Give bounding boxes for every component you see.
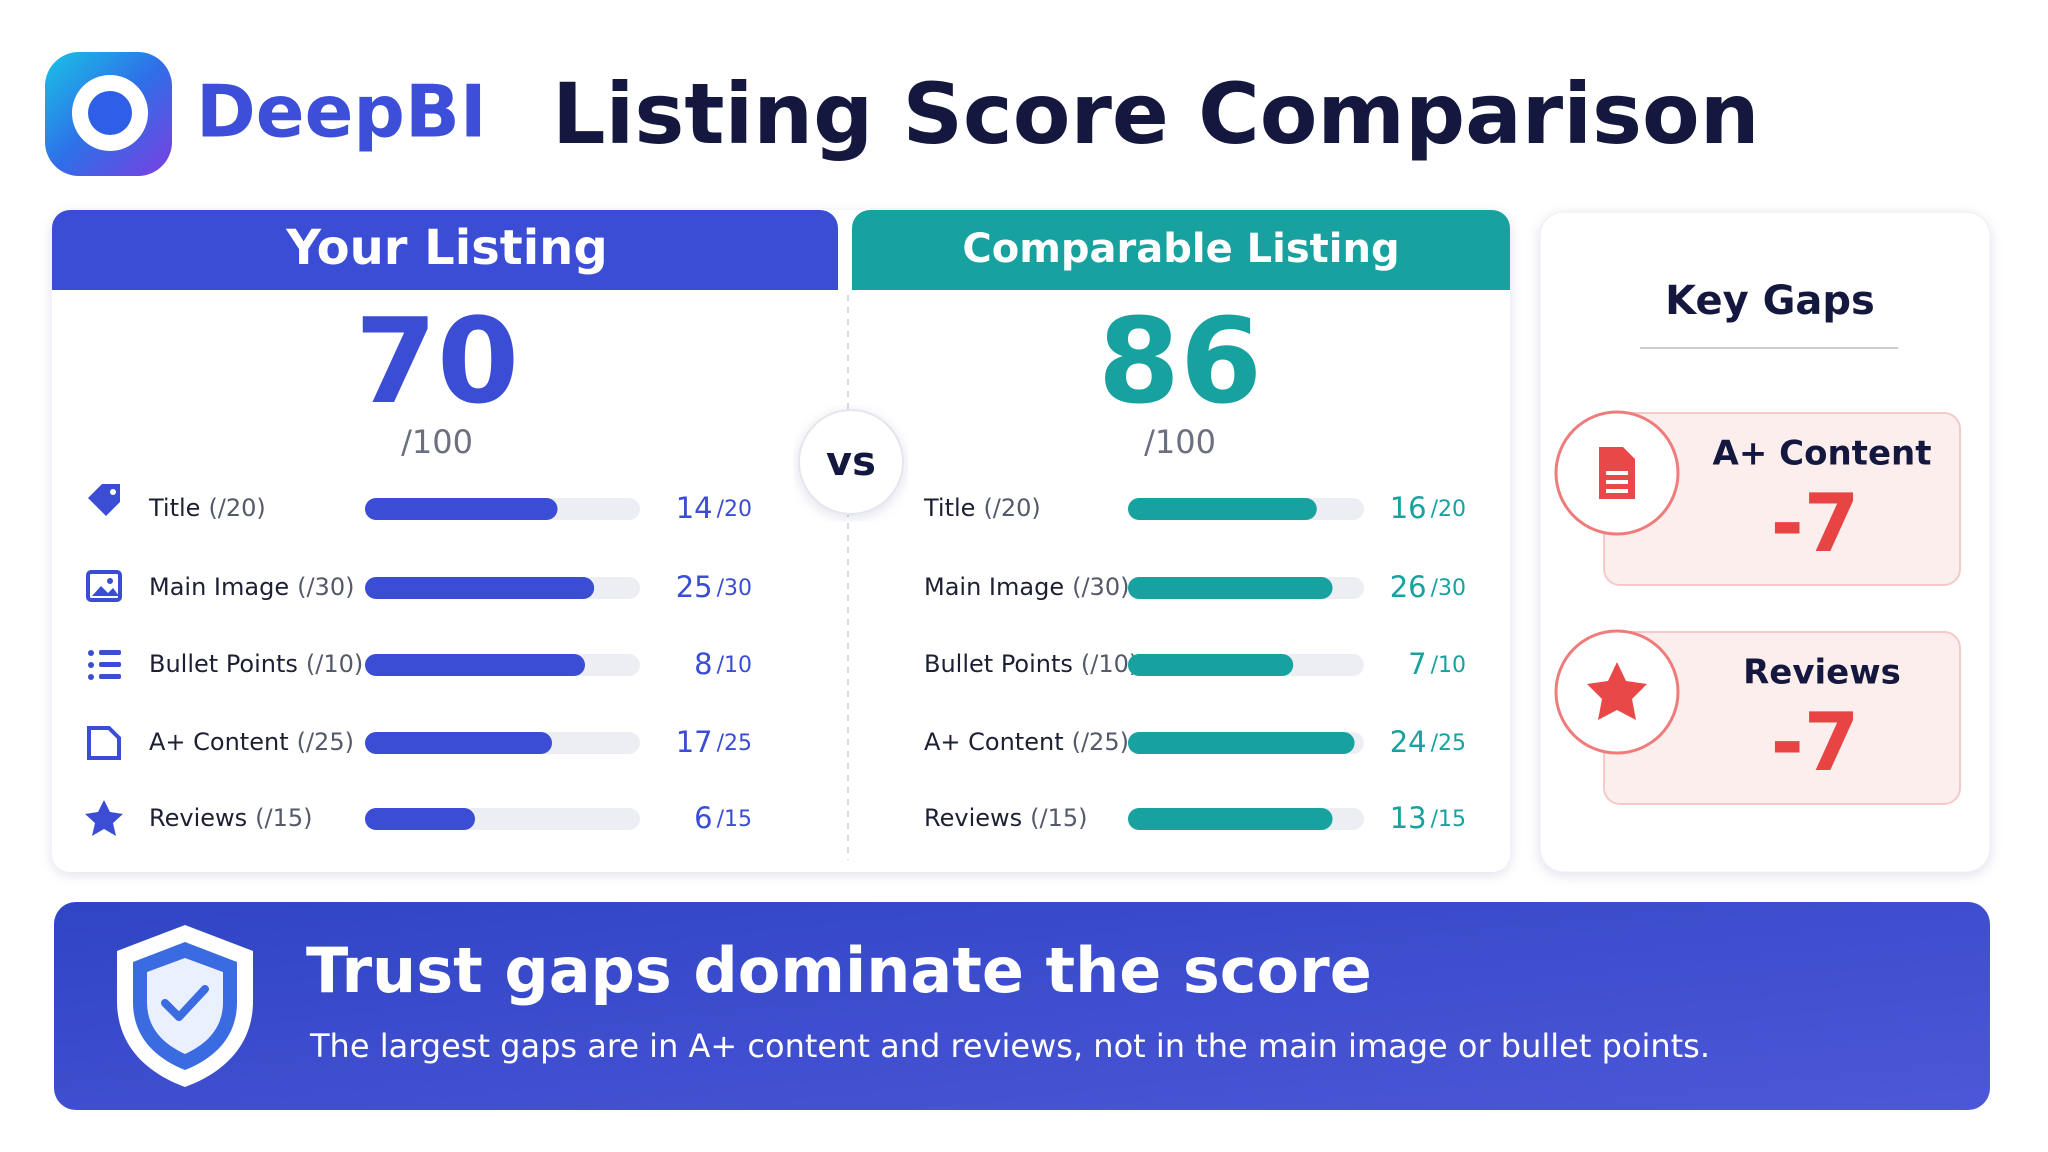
row-score-max: /15 — [1431, 807, 1466, 832]
row-score: 14 — [676, 491, 713, 525]
row-icons — [85, 484, 123, 836]
row-name: Reviews — [149, 804, 247, 832]
row-label: A+ Content (/25) — [924, 728, 1129, 756]
bar — [1128, 732, 1355, 754]
gap-value: -7 — [1771, 477, 1860, 570]
score-max: /100 — [1144, 423, 1216, 461]
row-label: Reviews (/15) — [924, 804, 1088, 832]
gap-label: Reviews — [1743, 653, 1901, 693]
row-value: 7/10 — [1408, 647, 1466, 681]
row-max: (/15) — [255, 804, 312, 832]
vs-label: vs — [826, 439, 876, 485]
left-header — [52, 210, 838, 290]
row-label: Title (/20) — [923, 494, 1041, 522]
row-name: Title — [923, 494, 975, 522]
gap-icon — [1587, 662, 1647, 720]
row-value: 24/25 — [1390, 725, 1466, 759]
brand: DeepBI — [196, 70, 487, 154]
row-name: Title — [148, 494, 200, 522]
row-score-max: /30 — [1431, 576, 1466, 601]
row-name: Bullet Points — [149, 650, 298, 678]
score-max: /100 — [401, 423, 473, 461]
row-score-max: /20 — [717, 497, 752, 522]
row-max: (/25) — [297, 728, 354, 756]
row-name: Main Image — [924, 573, 1064, 601]
row-name: A+ Content — [149, 728, 289, 756]
right-header — [852, 210, 1510, 290]
title: Listing Score Comparison — [552, 65, 1760, 163]
bar — [365, 654, 585, 676]
banner-title: Trust gaps dominate the score — [306, 934, 1372, 1007]
row-max: (/10) — [306, 650, 363, 678]
logo — [45, 52, 172, 176]
panel-heading: Comparable Listing — [962, 226, 1399, 272]
row-value: 25/30 — [676, 570, 752, 604]
key-gaps-title: Key Gaps — [1665, 278, 1875, 324]
row-score: 6 — [694, 801, 712, 835]
bar — [1128, 577, 1333, 599]
bar — [1128, 498, 1317, 520]
row-score: 8 — [694, 647, 712, 681]
gap-value: -7 — [1771, 696, 1860, 789]
row-name: Bullet Points — [924, 650, 1073, 678]
row-max: (/25) — [1072, 728, 1129, 756]
panel-heading: Your Listing — [285, 220, 607, 276]
row-score-max: /20 — [1431, 497, 1466, 522]
row-label: Reviews (/15) — [149, 804, 313, 832]
row-score: 16 — [1390, 491, 1427, 525]
row-value: 13/15 — [1390, 801, 1466, 835]
row-score-max: /10 — [717, 653, 752, 678]
banner — [54, 902, 1990, 1110]
row-score: 24 — [1390, 725, 1427, 759]
row-max: (/15) — [1030, 804, 1087, 832]
row-max: (/20) — [208, 494, 265, 522]
row-max: (/30) — [1072, 573, 1129, 601]
row-label: Main Image (/30) — [924, 573, 1129, 601]
row-label: Title (/20) — [148, 494, 266, 522]
row-score-max: /15 — [717, 807, 752, 832]
row-score: 25 — [676, 570, 713, 604]
row-max: (/20) — [983, 494, 1040, 522]
score: 86 — [1098, 292, 1262, 430]
row-label: A+ Content (/25) — [149, 728, 354, 756]
row-score-max: /10 — [1431, 653, 1466, 678]
row-name: Reviews — [924, 804, 1022, 832]
bar — [1128, 808, 1333, 830]
row-name: Main Image — [149, 573, 289, 601]
comparison-card — [52, 210, 1510, 872]
row-value: 6/15 — [694, 801, 752, 835]
row-score: 13 — [1390, 801, 1427, 835]
row-score-max: /25 — [717, 731, 752, 756]
row-value: 14/20 — [676, 491, 752, 525]
row-value: 8/10 — [694, 647, 752, 681]
row-score: 26 — [1390, 570, 1427, 604]
vs-badge — [798, 409, 904, 515]
bar — [1128, 654, 1294, 676]
row-value: 16/20 — [1390, 491, 1466, 525]
shield-icon — [117, 925, 253, 1087]
gap-label: A+ Content — [1713, 434, 1932, 474]
row-value: 26/30 — [1390, 570, 1466, 604]
row-label: Bullet Points (/10) — [149, 650, 363, 678]
row-score: 17 — [676, 725, 713, 759]
row-name: A+ Content — [924, 728, 1064, 756]
gap-icon — [1599, 447, 1635, 499]
bar — [365, 577, 595, 599]
row-value: 17/25 — [676, 725, 752, 759]
bar — [365, 498, 558, 520]
bar — [365, 732, 552, 754]
banner-text: The largest gaps are in A+ content and r… — [309, 1027, 1710, 1065]
row-score-max: /30 — [717, 576, 752, 601]
score: 70 — [355, 292, 519, 430]
bar — [365, 808, 475, 830]
row-score: 7 — [1408, 647, 1426, 681]
row-label: Main Image (/30) — [149, 573, 354, 601]
row-max: (/30) — [297, 573, 354, 601]
row-label: Bullet Points (/10) — [924, 650, 1138, 678]
row-score-max: /25 — [1431, 731, 1466, 756]
